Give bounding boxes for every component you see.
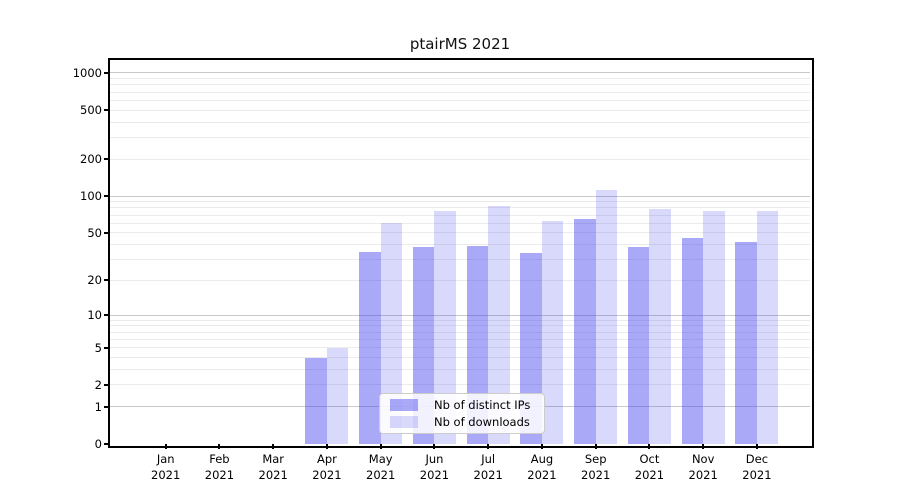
x-tick-aug-2021 <box>540 444 543 449</box>
legend-item-downloads: Nb of downloads <box>386 415 538 429</box>
gridline-minor-70 <box>110 214 810 216</box>
gridline-major-1000 <box>110 72 810 74</box>
y-tick-label-2: 2 <box>94 377 102 392</box>
x-tick-apr-2021 <box>325 444 328 449</box>
y-tick-label-0: 0 <box>94 437 102 451</box>
gridline-minor-30 <box>110 259 810 261</box>
y-tick-0 <box>104 443 110 445</box>
bar-distinct-ips-nov-2021 <box>681 238 704 444</box>
x-tick-jul-2021 <box>487 444 490 449</box>
gridline-minor-3 <box>110 369 810 371</box>
gridline-minor-400 <box>110 121 810 123</box>
x-tick-nov-2021 <box>702 444 705 449</box>
x-tick-label-jul-2021: Jul 2021 <box>473 452 503 482</box>
x-tick-label-mar-2021: Mar 2021 <box>258 452 288 482</box>
y-tick-label-5: 5 <box>94 340 102 355</box>
y-tick-2 <box>104 383 110 386</box>
y-tick-label-200: 200 <box>80 152 102 167</box>
x-tick-jun-2021 <box>433 444 436 449</box>
bar-downloads-jul-2021 <box>488 206 510 444</box>
gridline-minor-700 <box>110 91 810 93</box>
x-tick-label-dec-2021: Dec 2021 <box>742 452 772 482</box>
x-tick-label-apr-2021: Apr 2021 <box>312 452 342 482</box>
gridline-major-100 <box>110 195 810 197</box>
gridline-minor-9 <box>110 319 810 321</box>
y-tick-10 <box>104 314 110 317</box>
chart-title: ptairMS 2021 <box>409 35 511 53</box>
x-tick-dec-2021 <box>755 444 758 449</box>
gridline-minor-80 <box>110 207 810 209</box>
bar-downloads-jun-2021 <box>434 211 456 444</box>
x-tick-label-oct-2021: Oct 2021 <box>634 452 665 482</box>
y-tick-label-10: 10 <box>87 308 102 323</box>
y-tick-500 <box>104 109 110 112</box>
y-tick-200 <box>104 158 110 161</box>
y-tick-label-20: 20 <box>87 273 102 288</box>
bar-distinct-ips-oct-2021 <box>627 247 650 444</box>
x-tick-label-nov-2021: Nov 2021 <box>688 452 718 482</box>
gridline-minor-300 <box>110 136 810 138</box>
gridline-minor-6 <box>110 338 810 340</box>
x-tick-feb-2021 <box>218 444 221 449</box>
bar-downloads-oct-2021 <box>649 209 671 444</box>
legend-swatch-downloads <box>390 416 418 428</box>
gridline-minor-900 <box>110 78 810 80</box>
gridline-major-10 <box>110 314 810 316</box>
x-tick-oct-2021 <box>648 444 651 449</box>
x-tick-label-aug-2021: Aug 2021 <box>527 452 557 482</box>
bar-downloads-apr-2021 <box>326 347 349 444</box>
x-tick-label-feb-2021: Feb 2021 <box>204 452 235 482</box>
x-tick-label-may-2021: May 2021 <box>366 452 396 482</box>
x-tick-jan-2021 <box>164 444 167 449</box>
y-tick-label-1000: 1000 <box>72 65 102 80</box>
y-tick-5 <box>104 346 110 349</box>
x-tick-label-jan-2021: Jan 2021 <box>151 452 181 482</box>
bar-distinct-ips-apr-2021 <box>305 357 327 444</box>
gridline-minor-600 <box>110 99 810 101</box>
x-tick-label-sep-2021: Sep 2021 <box>581 452 611 482</box>
y-tick-1000 <box>104 71 110 74</box>
gridline-minor-40 <box>110 244 810 246</box>
y-tick-label-100: 100 <box>80 189 102 204</box>
y-tick-label-1: 1 <box>94 399 102 414</box>
legend-label-downloads: Nb of downloads <box>434 415 530 429</box>
x-tick-sep-2021 <box>594 444 597 449</box>
bar-downloads-dec-2021 <box>756 211 779 444</box>
bar-downloads-may-2021 <box>380 223 403 444</box>
gridline-minor-200 <box>110 158 810 160</box>
x-tick-may-2021 <box>379 444 382 449</box>
gridline-minor-4 <box>110 357 810 359</box>
gridline-minor-90 <box>110 201 810 203</box>
y-tick-label-500: 500 <box>80 103 102 118</box>
gridline-minor-5 <box>110 347 810 349</box>
y-tick-50 <box>104 231 110 234</box>
gridline-minor-2 <box>110 384 810 386</box>
legend: Nb of distinct IPs Nb of downloads <box>379 393 545 434</box>
bar-downloads-nov-2021 <box>703 211 725 444</box>
bar-downloads-aug-2021 <box>541 221 564 444</box>
y-tick-label-50: 50 <box>87 225 102 240</box>
gridline-minor-500 <box>110 109 810 111</box>
bar-distinct-ips-may-2021 <box>359 251 381 444</box>
gridline-minor-800 <box>110 84 810 86</box>
y-tick-20 <box>104 279 110 282</box>
bar-distinct-ips-sep-2021 <box>574 218 596 444</box>
bar-distinct-ips-dec-2021 <box>735 241 757 444</box>
gridline-minor-7 <box>110 331 810 333</box>
y-tick-1 <box>104 405 110 408</box>
bar-downloads-sep-2021 <box>595 190 618 444</box>
gridline-minor-20 <box>110 279 810 281</box>
legend-swatch-distinct-ips <box>390 399 418 411</box>
legend-label-distinct-ips: Nb of distinct IPs <box>434 398 531 412</box>
x-tick-label-jun-2021: Jun 2021 <box>419 452 450 482</box>
plot-area <box>110 60 810 444</box>
legend-item-distinct-ips: Nb of distinct IPs <box>386 398 538 412</box>
gridline-minor-60 <box>110 222 810 224</box>
y-tick-100 <box>104 195 110 198</box>
gridline-minor-50 <box>110 232 810 234</box>
gridline-minor-8 <box>110 325 810 327</box>
x-tick-mar-2021 <box>272 444 275 449</box>
